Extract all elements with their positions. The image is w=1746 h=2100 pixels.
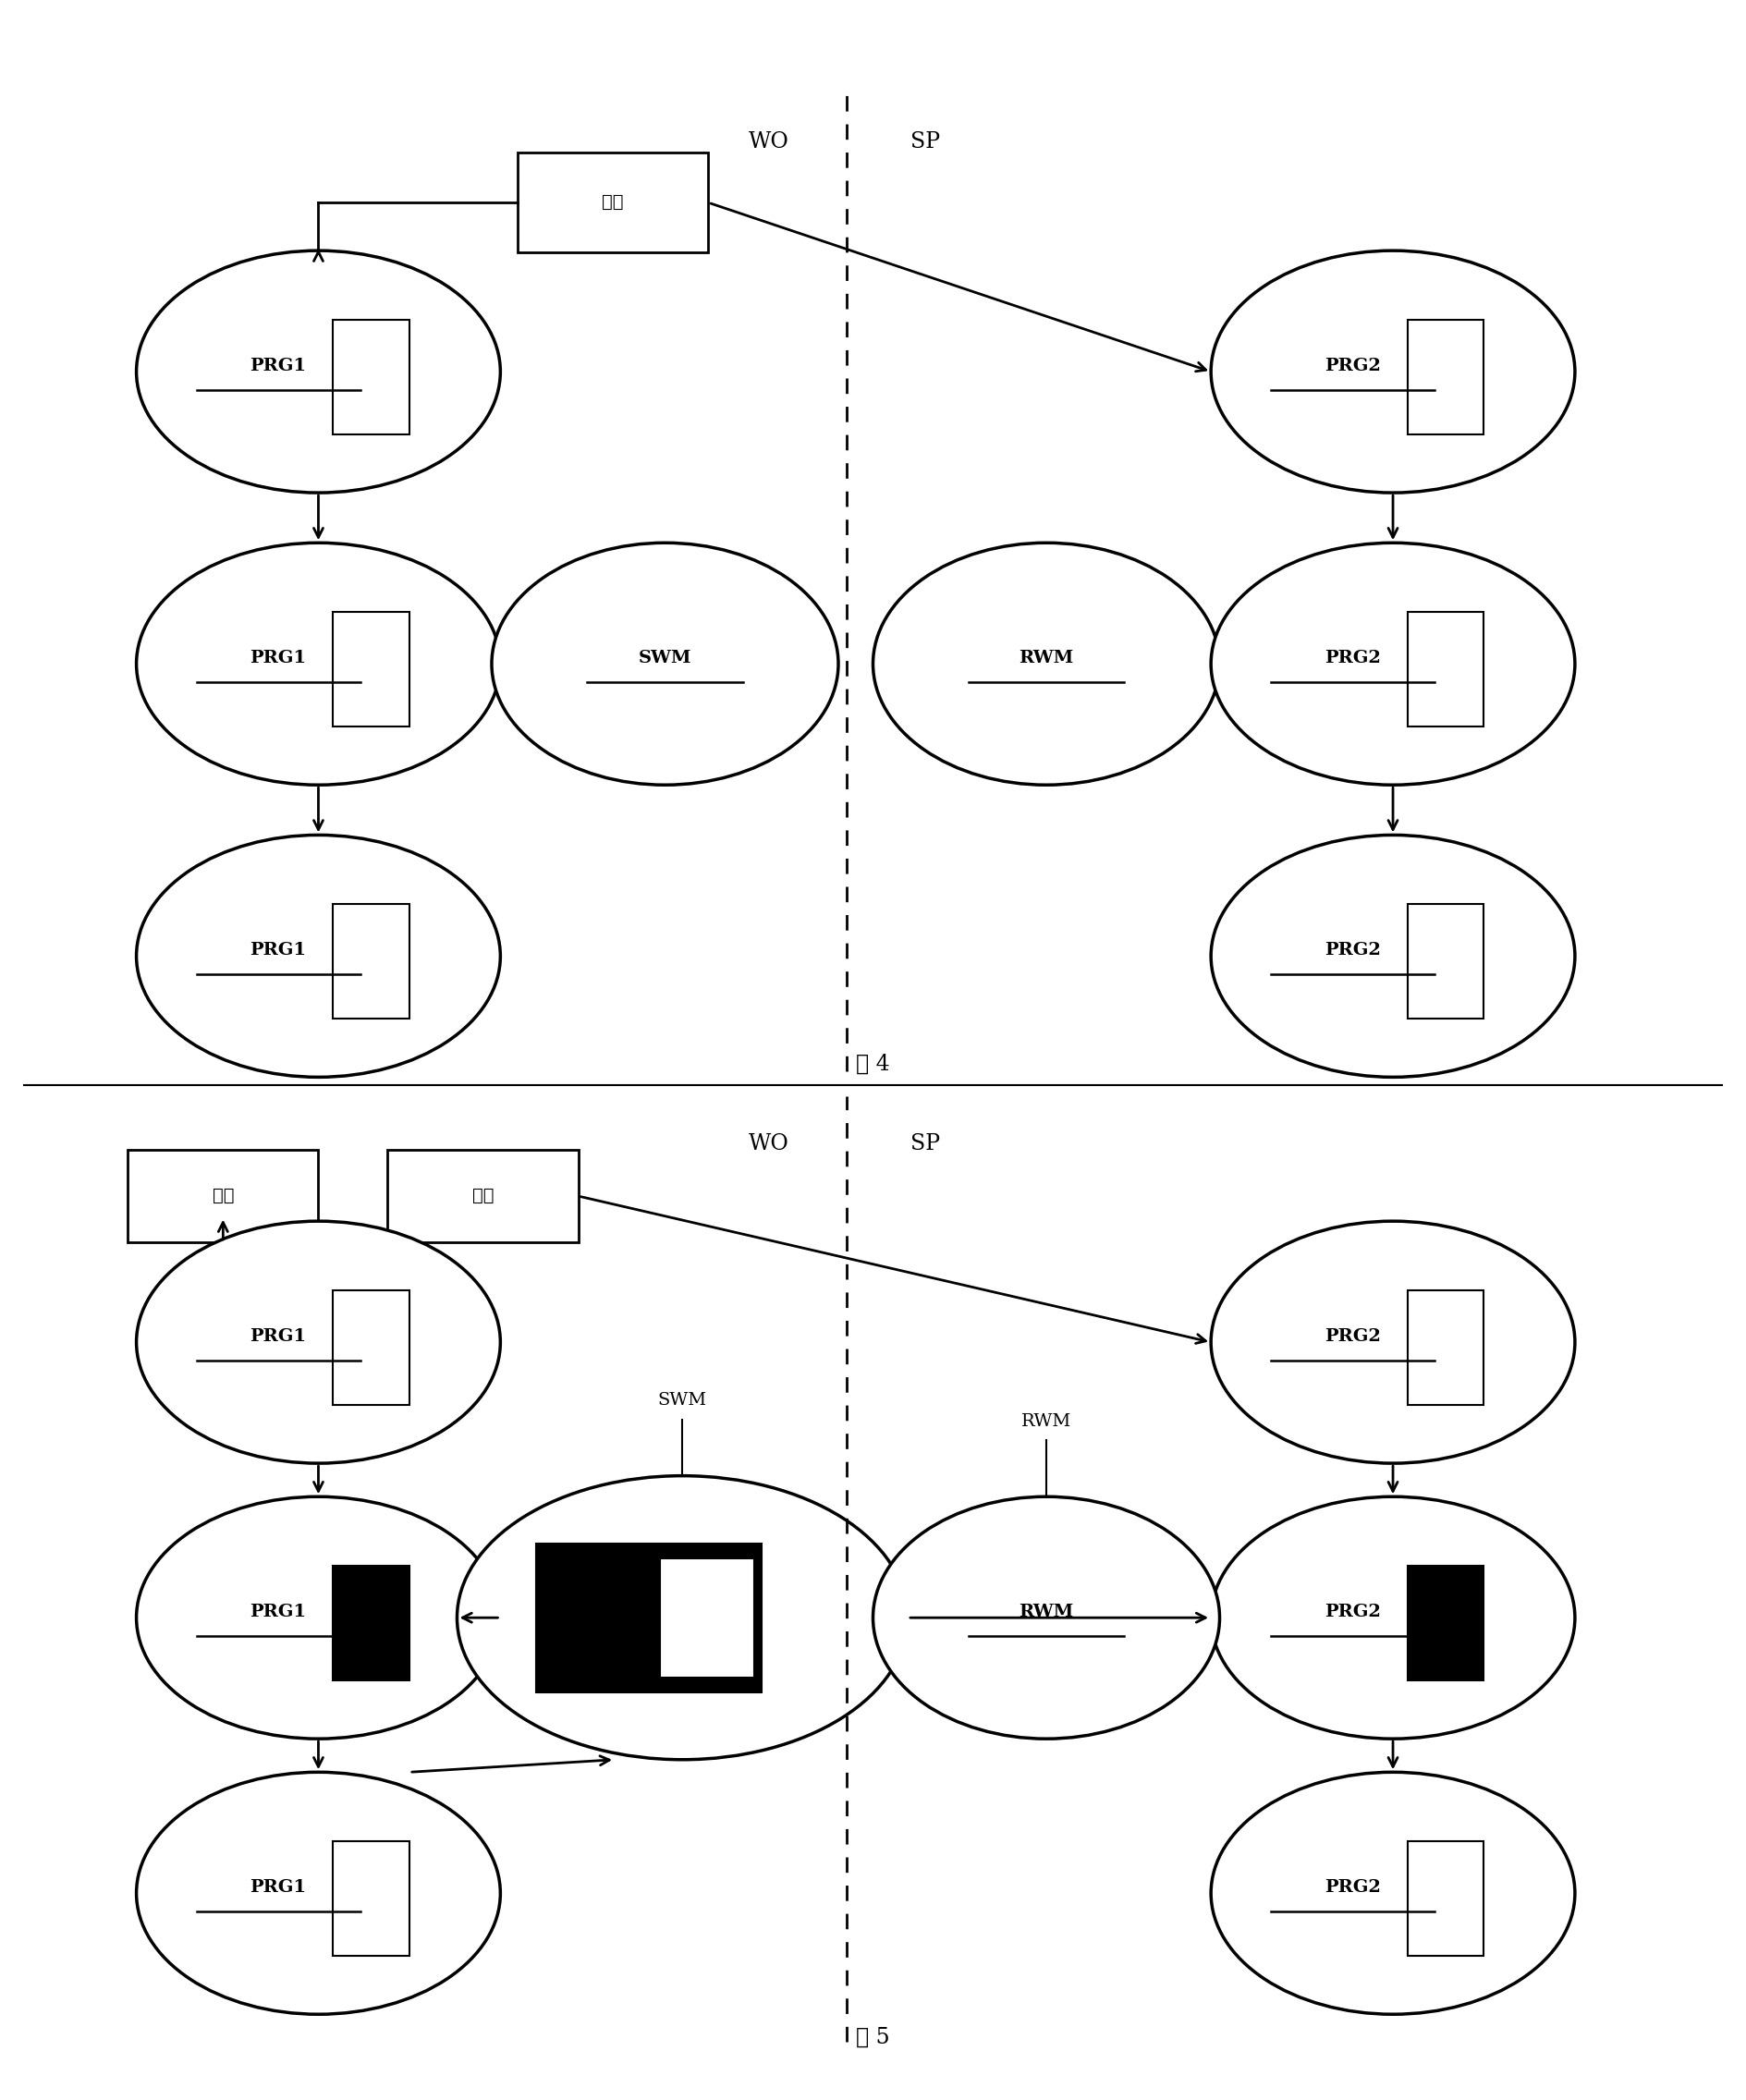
Text: PRG2: PRG2: [1325, 1602, 1381, 1619]
Text: 图 5: 图 5: [856, 2027, 890, 2048]
FancyBboxPatch shape: [1407, 1842, 1484, 1957]
Ellipse shape: [1212, 836, 1575, 1077]
Ellipse shape: [136, 836, 501, 1077]
Text: PRG1: PRG1: [250, 941, 307, 958]
Ellipse shape: [1212, 250, 1575, 494]
FancyBboxPatch shape: [1407, 611, 1484, 727]
Ellipse shape: [1212, 1772, 1575, 2014]
FancyBboxPatch shape: [333, 1842, 409, 1957]
Text: 图 4: 图 4: [856, 1054, 890, 1075]
Text: SP: SP: [910, 132, 939, 153]
Ellipse shape: [873, 542, 1220, 785]
Ellipse shape: [873, 1497, 1220, 1739]
Text: PRG2: PRG2: [1325, 941, 1381, 958]
Ellipse shape: [136, 1772, 501, 2014]
Text: PRG1: PRG1: [250, 1602, 307, 1619]
FancyBboxPatch shape: [333, 1567, 409, 1680]
Text: PRG1: PRG1: [250, 357, 307, 374]
Text: RWM: RWM: [1020, 649, 1074, 666]
Ellipse shape: [1212, 1220, 1575, 1464]
Text: SP: SP: [910, 1134, 939, 1155]
Ellipse shape: [136, 542, 501, 785]
FancyBboxPatch shape: [519, 153, 709, 252]
Text: SWM: SWM: [639, 649, 691, 666]
Text: 锁定: 锁定: [471, 1189, 494, 1205]
FancyBboxPatch shape: [536, 1544, 761, 1693]
FancyBboxPatch shape: [333, 319, 409, 435]
Ellipse shape: [492, 542, 838, 785]
Text: PRG1: PRG1: [250, 1880, 307, 1896]
FancyBboxPatch shape: [333, 903, 409, 1019]
Ellipse shape: [136, 1497, 501, 1739]
Text: 锁定: 锁定: [213, 1189, 234, 1205]
FancyBboxPatch shape: [388, 1151, 578, 1241]
FancyBboxPatch shape: [1407, 903, 1484, 1019]
FancyBboxPatch shape: [1407, 319, 1484, 435]
Text: WO: WO: [749, 132, 789, 153]
FancyBboxPatch shape: [333, 1289, 409, 1405]
FancyBboxPatch shape: [1407, 1289, 1484, 1405]
FancyBboxPatch shape: [1407, 1567, 1484, 1680]
Text: WO: WO: [749, 1134, 789, 1155]
Text: PRG2: PRG2: [1325, 1327, 1381, 1344]
FancyBboxPatch shape: [127, 1151, 318, 1241]
Text: PRG2: PRG2: [1325, 1880, 1381, 1896]
Text: RWM: RWM: [1020, 1602, 1074, 1619]
Ellipse shape: [136, 1220, 501, 1464]
Ellipse shape: [136, 250, 501, 494]
Text: PRG1: PRG1: [250, 649, 307, 666]
Text: 锁定: 锁定: [602, 195, 623, 210]
Text: SWM: SWM: [658, 1392, 707, 1409]
Text: PRG2: PRG2: [1325, 649, 1381, 666]
Text: PRG1: PRG1: [250, 1327, 307, 1344]
FancyBboxPatch shape: [660, 1558, 754, 1678]
Ellipse shape: [457, 1476, 908, 1760]
Ellipse shape: [1212, 542, 1575, 785]
FancyBboxPatch shape: [333, 611, 409, 727]
Ellipse shape: [1212, 1497, 1575, 1739]
Text: PRG2: PRG2: [1325, 357, 1381, 374]
Text: RWM: RWM: [1021, 1413, 1072, 1430]
